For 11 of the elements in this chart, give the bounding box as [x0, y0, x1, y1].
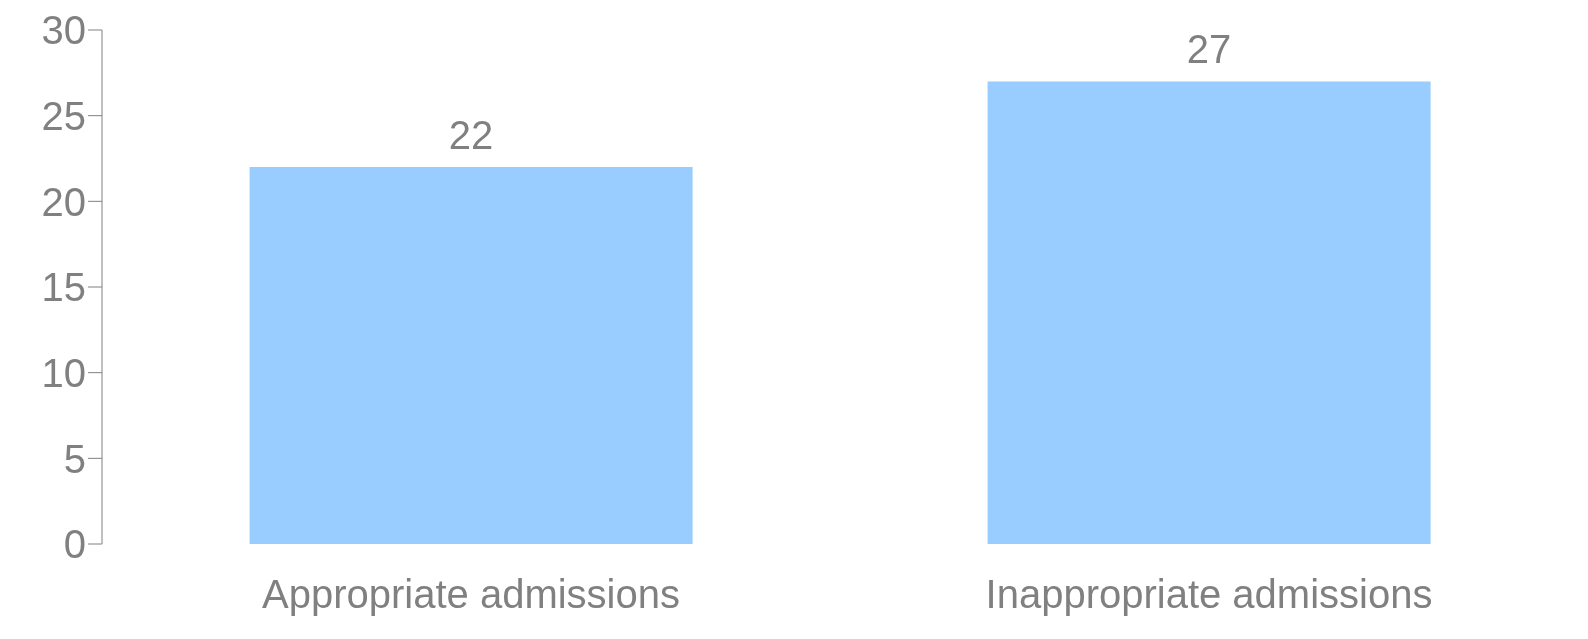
x-tick-label: Appropriate admissions — [262, 572, 680, 617]
y-tick-label: 15 — [41, 265, 86, 310]
data-label: 22 — [448, 113, 494, 158]
y-tick-label: 5 — [63, 436, 86, 481]
y-tick-label: 30 — [41, 8, 86, 53]
y-tick-label: 10 — [41, 350, 86, 395]
y-tick-label: 20 — [41, 179, 86, 224]
y-tick-label: 25 — [41, 93, 86, 138]
y-tick-label: 0 — [63, 522, 86, 567]
x-tick-label: Inappropriate admissions — [985, 572, 1433, 617]
data-label: 27 — [1186, 27, 1232, 72]
